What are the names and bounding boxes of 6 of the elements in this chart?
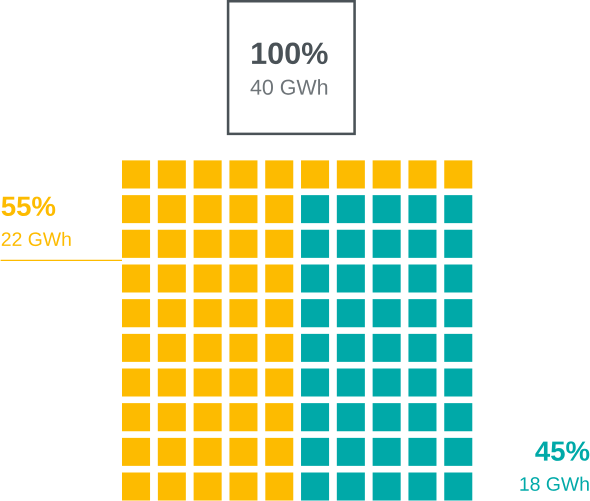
text: 100% bbox=[252, 42, 328, 64]
data-label: 55% bbox=[2, 196, 56, 216]
text: 18 GWh bbox=[520, 476, 589, 492]
text: 22 GWh bbox=[2, 232, 71, 246]
text: 40 GWh bbox=[250, 79, 328, 96]
data-label: 45% bbox=[535, 442, 590, 462]
